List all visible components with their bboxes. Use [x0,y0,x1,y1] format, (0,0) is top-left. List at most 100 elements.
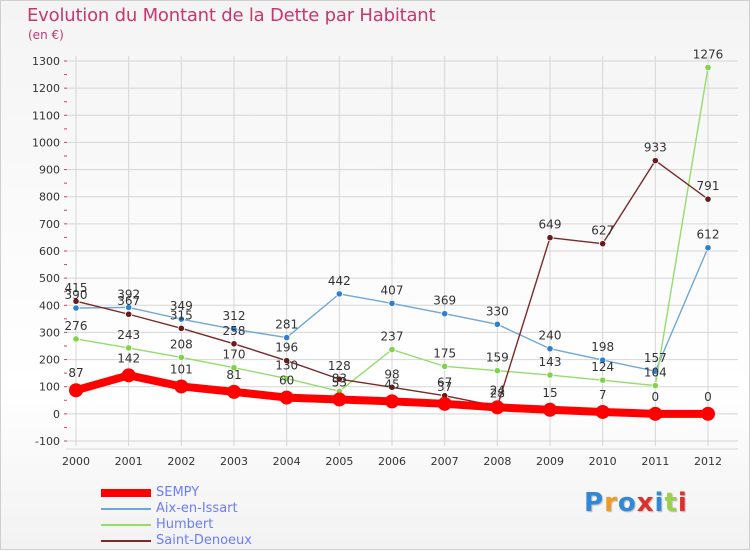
legend-label: Humbert [156,517,214,532]
data-label: 208 [170,337,193,351]
data-point [704,244,712,252]
data-label: 407 [381,283,404,297]
y-tick-label: 600 [39,245,60,258]
data-label: 175 [433,346,456,360]
data-point [388,299,396,307]
legend-label: Saint-Denoeux [156,533,252,548]
y-tick-label: 200 [39,354,60,367]
data-point [648,406,663,421]
y-tick-label: 700 [39,218,60,231]
data-label: 315 [170,308,193,322]
data-label: 98 [384,367,399,381]
data-label: 130 [275,359,298,373]
data-point [701,406,715,421]
x-tick-label: 2000 [62,455,90,468]
data-label: 104 [644,366,667,380]
y-tick-label: 300 [39,326,60,339]
data-point [546,345,554,353]
chart-subtitle: (en €) [28,28,64,42]
data-point [388,383,396,391]
data-label: 198 [591,340,614,354]
data-point [490,400,505,415]
data-label: 442 [328,274,351,288]
data-label: 0 [652,390,660,404]
x-tick-label: 2011 [641,455,669,468]
data-label: 612 [697,228,720,242]
data-label: 627 [591,224,614,238]
data-label: 28 [490,386,505,400]
data-label: 240 [539,329,562,343]
data-point [388,345,396,354]
data-label: 312 [223,309,246,323]
data-point [599,240,607,248]
data-point [385,394,399,409]
data-label: 196 [275,341,298,355]
data-point [651,382,659,390]
data-label: 276 [65,319,88,333]
data-label: 142 [117,351,140,365]
legend-swatch [101,508,151,510]
data-label: 170 [223,348,246,362]
y-tick-label: -100 [35,435,60,448]
data-label: 349 [170,299,193,313]
data-label: 53 [332,375,347,389]
data-label: 392 [117,287,140,301]
data-point [230,364,238,372]
data-point [543,402,557,417]
x-tick-label: 2001 [115,455,143,468]
data-point [177,315,185,323]
data-point [283,333,291,342]
logo-letter: o [617,488,637,518]
data-point [441,362,449,370]
data-label: 237 [381,330,404,344]
y-tick-label: 1200 [32,82,60,95]
data-point [230,325,238,333]
data-label: 124 [591,360,614,374]
legend-swatch [101,524,151,526]
data-label: 7 [599,388,607,402]
x-tick-label: 2008 [483,455,511,468]
data-label: 1276 [693,48,724,62]
data-point [72,304,80,312]
y-tick-label: 800 [39,191,60,204]
data-point [69,383,83,398]
logo-letter: r [604,488,618,518]
x-tick-label: 2006 [378,455,406,468]
data-point [335,375,343,383]
data-point [599,356,607,364]
y-tick-label: 400 [39,299,60,312]
x-tick-label: 2004 [273,455,301,468]
data-point [651,157,659,165]
data-label: 0 [704,390,712,404]
data-point [227,384,241,399]
legend-swatch [101,489,151,497]
data-point [437,396,452,411]
legend-label: Aix-en-Issart [156,501,238,516]
data-point [441,310,449,318]
data-point [72,297,80,305]
data-label: 330 [486,304,509,318]
x-tick-label: 2003 [220,455,248,468]
data-label: 243 [117,328,140,342]
data-label: 367 [117,294,140,308]
data-point [230,340,238,348]
data-label: 37 [437,380,452,394]
x-tick-label: 2002 [167,455,195,468]
data-point [704,63,712,72]
proxiti-logo: Proxiti [584,488,688,518]
data-point [174,379,189,394]
data-point [121,368,136,383]
x-tick-label: 2009 [536,455,564,468]
data-label: 60 [279,374,294,388]
data-point [279,390,294,405]
data-label: 143 [539,355,562,369]
y-tick-label: 1300 [32,55,60,68]
data-point [125,310,133,318]
data-label: 81 [226,368,241,382]
legend-label: SEMPY [156,485,200,500]
y-tick-label: 1100 [32,109,60,122]
data-label: 281 [275,318,298,332]
logo-letter: P [584,488,605,518]
